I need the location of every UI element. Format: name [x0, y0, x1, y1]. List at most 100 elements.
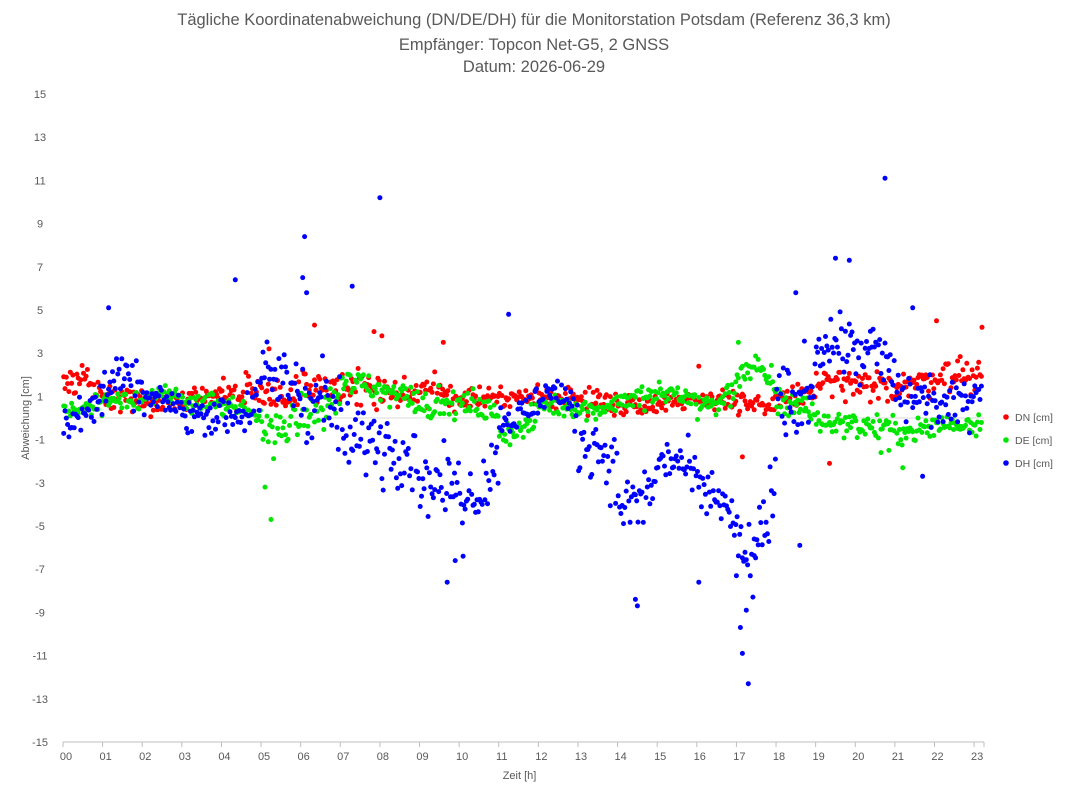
data-point — [264, 388, 270, 394]
data-point — [751, 407, 757, 413]
data-point — [498, 384, 504, 390]
data-point — [704, 395, 710, 401]
data-point — [108, 390, 114, 396]
data-point — [496, 433, 502, 439]
data-point — [976, 412, 982, 418]
data-point — [731, 532, 737, 538]
data-point — [655, 390, 661, 396]
data-point — [735, 339, 741, 345]
data-point — [865, 350, 871, 356]
data-point — [487, 405, 493, 410]
data-point — [867, 399, 873, 405]
data-point — [551, 410, 556, 416]
data-point — [849, 329, 855, 335]
data-point — [931, 386, 937, 392]
data-point — [123, 392, 129, 397]
data-point — [246, 373, 251, 379]
data-point — [853, 379, 859, 385]
data-point — [119, 356, 125, 362]
data-point — [561, 413, 567, 419]
data-point — [842, 328, 848, 334]
data-point — [934, 404, 939, 410]
data-point — [124, 404, 130, 410]
data-point — [755, 542, 761, 548]
data-point — [296, 379, 302, 385]
data-point — [898, 402, 904, 408]
data-point — [285, 436, 291, 442]
data-point — [399, 388, 405, 394]
y-tick-label: -3 — [35, 478, 45, 490]
data-point — [899, 442, 905, 448]
data-point — [737, 625, 743, 630]
data-point — [667, 471, 673, 477]
data-point — [679, 455, 685, 460]
data-point — [974, 419, 980, 425]
data-point — [945, 361, 951, 367]
data-point — [948, 416, 954, 422]
data-point — [489, 442, 494, 448]
data-point — [582, 389, 588, 395]
data-point — [766, 374, 772, 380]
data-point — [504, 422, 510, 428]
data-point — [69, 400, 75, 406]
data-point — [680, 399, 686, 405]
y-tick-label: 3 — [37, 348, 43, 360]
data-point — [879, 426, 885, 432]
data-point — [338, 407, 344, 413]
data-point — [434, 468, 440, 474]
data-point — [614, 394, 620, 400]
data-point — [341, 393, 347, 399]
data-point — [731, 390, 737, 396]
data-point — [162, 407, 168, 413]
data-point — [73, 390, 78, 396]
data-point — [635, 519, 641, 525]
data-point — [820, 361, 826, 367]
data-point — [825, 413, 831, 419]
data-point — [273, 377, 279, 383]
data-point — [349, 390, 354, 395]
data-point — [836, 350, 842, 356]
data-point — [424, 465, 430, 471]
data-point — [226, 400, 232, 406]
data-point — [95, 379, 101, 385]
data-point — [356, 443, 362, 449]
data-point — [866, 375, 872, 381]
data-point — [499, 393, 505, 399]
data-point — [841, 369, 847, 375]
data-point — [972, 383, 978, 389]
data-point — [758, 520, 764, 526]
data-point — [304, 381, 310, 387]
data-point — [821, 413, 827, 419]
data-point — [272, 366, 278, 372]
data-point — [920, 395, 926, 401]
data-point — [403, 386, 409, 392]
data-point — [840, 419, 846, 425]
data-point — [379, 333, 385, 339]
data-point — [747, 376, 753, 382]
data-point — [795, 397, 801, 403]
data-point — [713, 412, 719, 418]
data-point — [180, 394, 185, 400]
data-point — [861, 364, 867, 370]
data-point — [945, 412, 951, 417]
data-point — [519, 400, 525, 406]
data-point — [877, 337, 883, 343]
data-point — [540, 396, 546, 402]
data-point — [308, 411, 314, 417]
data-point — [928, 425, 934, 430]
x-axis-title: Zeit [h] — [503, 770, 537, 782]
data-point — [642, 469, 648, 475]
data-point — [585, 413, 591, 418]
data-point — [463, 408, 469, 414]
data-point — [907, 381, 913, 387]
data-point — [462, 506, 468, 512]
data-point — [326, 415, 332, 421]
data-point — [827, 460, 832, 466]
data-point — [643, 495, 649, 501]
data-point — [452, 470, 457, 476]
data-point — [423, 391, 428, 397]
data-point — [964, 405, 970, 411]
data-point — [728, 524, 733, 529]
data-point — [384, 421, 390, 426]
data-point — [853, 418, 859, 424]
